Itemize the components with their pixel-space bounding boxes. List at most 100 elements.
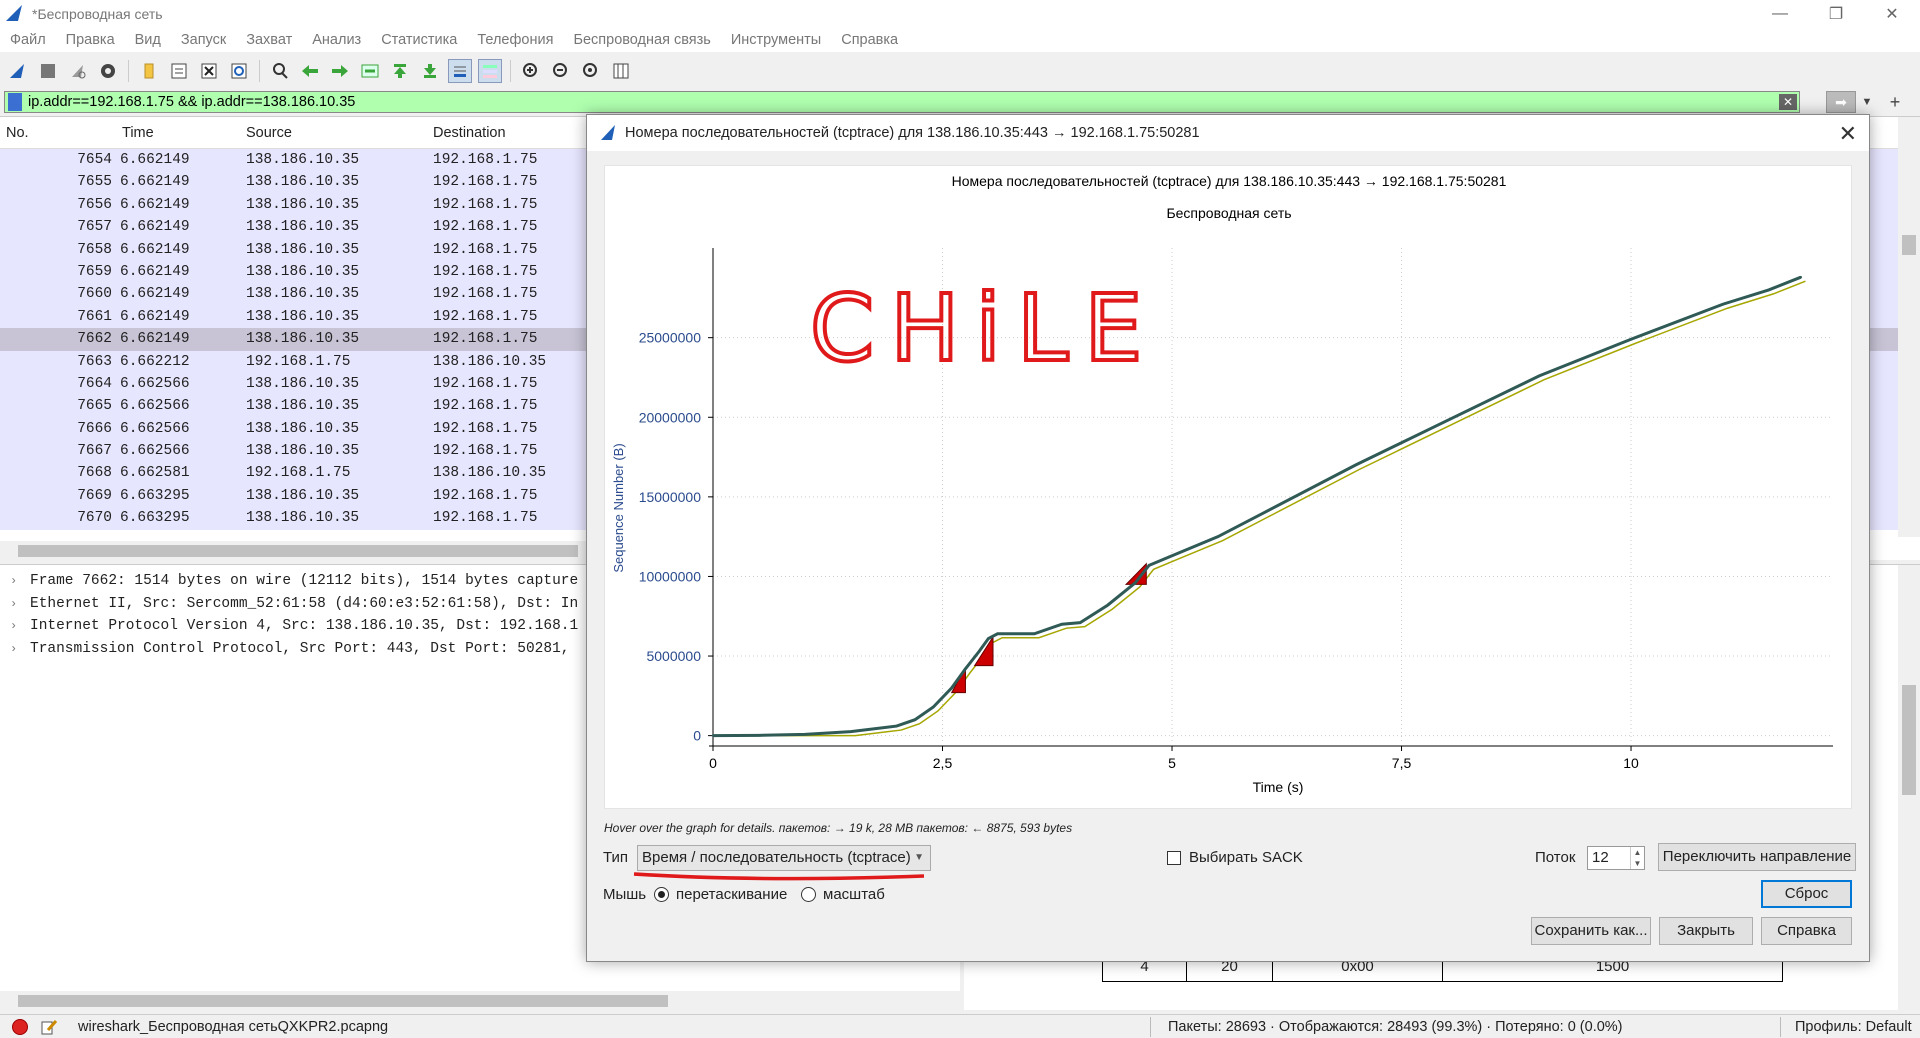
stream-spinbox[interactable]: 12 ▲ ▼	[1587, 846, 1645, 870]
graph-type-select[interactable]: Время / последовательность (tcptrace) ▼	[637, 845, 931, 871]
chart-svg[interactable]: Номера последовательностей (tcptrace) дл…	[605, 166, 1853, 810]
help-button[interactable]: Справка	[1761, 917, 1852, 945]
tree-item-frame[interactable]: › Frame 7662: 1514 bytes on wire (12112 b…	[10, 573, 579, 589]
edit-comment-icon[interactable]	[40, 1018, 58, 1038]
menu-file[interactable]: Файл	[10, 32, 46, 48]
scrollbar-thumb[interactable]	[18, 545, 578, 557]
menu-analyze[interactable]: Анализ	[312, 32, 362, 48]
column-header-no[interactable]: No.	[6, 125, 29, 141]
graph-type-value: Время / последовательность (tcptrace)	[642, 849, 911, 866]
chevron-down-icon: ▼	[914, 852, 924, 863]
go-back-icon[interactable]	[298, 59, 322, 83]
filter-history-chevron-down-icon[interactable]: ▼	[1861, 96, 1873, 108]
zoom-out-icon[interactable]	[549, 59, 573, 83]
pane-vertical-scrollbar[interactable]	[1898, 565, 1920, 1011]
bookmark-icon[interactable]	[8, 93, 22, 111]
close-button[interactable]: Закрыть	[1659, 917, 1753, 945]
close-window-button[interactable]: ✕	[1885, 6, 1899, 23]
cell-no: 7660	[77, 286, 112, 303]
menu-edit[interactable]: Правка	[65, 32, 115, 48]
colorize-icon[interactable]	[478, 59, 502, 83]
scrollbar-thumb[interactable]	[1902, 685, 1916, 795]
stream-value: 12	[1592, 849, 1609, 866]
cell-no: 7661	[77, 308, 112, 325]
display-filter-input[interactable]: ip.addr==192.168.1.75 && ip.addr==138.18…	[4, 91, 1800, 113]
profile-label[interactable]: Профиль: Default	[1795, 1019, 1912, 1035]
restore-button[interactable]: ❐	[1828, 6, 1844, 23]
go-forward-icon[interactable]	[328, 59, 352, 83]
clear-filter-icon[interactable]: ✕	[1779, 94, 1797, 110]
expand-chevron-right-icon[interactable]: ›	[10, 619, 18, 633]
cell-no: 7654	[77, 152, 112, 168]
column-header-destination[interactable]: Destination	[433, 125, 506, 141]
cell-source: 138.186.10.35	[246, 152, 360, 168]
tree-item-tcp[interactable]: › Transmission Control Protocol, Src Port…	[10, 640, 570, 657]
zoom-in-icon[interactable]	[519, 59, 543, 83]
menu-statistics[interactable]: Статистика	[381, 32, 458, 48]
column-header-time[interactable]: Time	[122, 125, 154, 141]
x-tick-label: 10	[1623, 755, 1639, 771]
menu-telephony[interactable]: Телефония	[477, 32, 554, 48]
packet-list-vertical-scrollbar[interactable]	[1898, 117, 1920, 537]
data-point	[932, 705, 935, 709]
menu-tools[interactable]: Инструменты	[730, 32, 822, 48]
status-separator	[1150, 1017, 1151, 1037]
packet-list-horizontal-scrollbar[interactable]	[0, 541, 600, 561]
autoscroll-icon[interactable]	[448, 59, 472, 83]
details-horizontal-scrollbar[interactable]	[0, 991, 960, 1011]
menu-view[interactable]: Вид	[134, 32, 161, 48]
go-last-icon[interactable]	[418, 59, 442, 83]
reset-button[interactable]: Сброс	[1761, 880, 1852, 908]
go-first-icon[interactable]	[388, 59, 412, 83]
cell-source: 138.186.10.35	[246, 286, 360, 303]
resize-columns-icon[interactable]	[609, 59, 633, 83]
cell-no: 7667	[77, 443, 112, 460]
expand-chevron-right-icon[interactable]: ›	[10, 641, 18, 656]
save-file-icon[interactable]	[167, 59, 191, 83]
menu-capture[interactable]: Захват	[246, 32, 293, 48]
zoom-radio[interactable]	[801, 887, 816, 902]
tree-item-ipv4[interactable]: › Internet Protocol Version 4, Src: 138.1…	[10, 618, 579, 634]
column-header-source[interactable]: Source	[246, 125, 292, 141]
scrollbar-thumb[interactable]	[1902, 235, 1916, 255]
cell-time: 6.662149	[120, 286, 190, 303]
cell-source: 138.186.10.35	[246, 219, 360, 236]
cell-source: 138.186.10.35	[246, 174, 360, 191]
cell-source: 138.186.10.35	[246, 510, 360, 527]
zoom-normal-icon[interactable]	[579, 59, 603, 83]
add-filter-button-plus-icon[interactable]: +	[1889, 92, 1901, 112]
open-folder-icon[interactable]	[137, 59, 161, 83]
save-as-button[interactable]: Сохранить как...	[1531, 917, 1651, 945]
sequence-graph[interactable]: Номера последовательностей (tcptrace) дл…	[604, 165, 1852, 809]
y-tick-label: 25000000	[639, 330, 702, 346]
menu-help[interactable]: Справка	[841, 32, 899, 48]
cell-destination: 192.168.1.75	[433, 152, 538, 168]
close-file-icon[interactable]	[197, 59, 221, 83]
drag-radio[interactable]	[654, 887, 669, 902]
reload-icon[interactable]	[227, 59, 251, 83]
go-to-packet-icon[interactable]	[358, 59, 382, 83]
stop-icon[interactable]	[36, 59, 60, 83]
switch-direction-button[interactable]: Переключить направление	[1658, 843, 1856, 871]
spin-arrows-icon[interactable]: ▲ ▼	[1630, 847, 1644, 869]
cell-destination: 192.168.1.75	[433, 174, 538, 191]
select-sack-checkbox[interactable]	[1167, 851, 1181, 865]
menu-wireless[interactable]: Беспроводная связь	[573, 32, 711, 48]
data-point	[1354, 463, 1357, 467]
find-icon[interactable]	[268, 59, 292, 83]
filter-text[interactable]: ip.addr==192.168.1.75 && ip.addr==138.18…	[28, 94, 356, 110]
restart-icon[interactable]	[66, 59, 90, 83]
tree-item-ethernet[interactable]: › Ethernet II, Src: Sercomm_52:61:58 (d4:…	[10, 595, 579, 612]
expand-chevron-right-icon[interactable]: ›	[10, 574, 18, 588]
cell-no: 7666	[77, 420, 112, 437]
y-tick-label: 20000000	[639, 409, 702, 425]
apply-filter-arrow-icon[interactable]: ➡	[1826, 91, 1856, 113]
menu-go[interactable]: Запуск	[180, 32, 227, 48]
minimize-button[interactable]: —	[1772, 5, 1788, 22]
options-gear-icon[interactable]	[96, 59, 120, 83]
shark-fin-start-icon[interactable]	[6, 59, 30, 83]
capture-status-icon[interactable]	[12, 1019, 28, 1035]
scrollbar-thumb[interactable]	[18, 995, 668, 1007]
expand-chevron-right-icon[interactable]: ›	[10, 596, 18, 611]
dialog-close-icon[interactable]: ✕	[1838, 121, 1857, 146]
